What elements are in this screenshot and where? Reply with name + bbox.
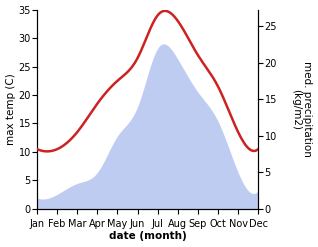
Y-axis label: max temp (C): max temp (C) bbox=[5, 73, 16, 145]
Y-axis label: med. precipitation
(kg/m2): med. precipitation (kg/m2) bbox=[291, 61, 313, 157]
X-axis label: date (month): date (month) bbox=[109, 231, 187, 242]
